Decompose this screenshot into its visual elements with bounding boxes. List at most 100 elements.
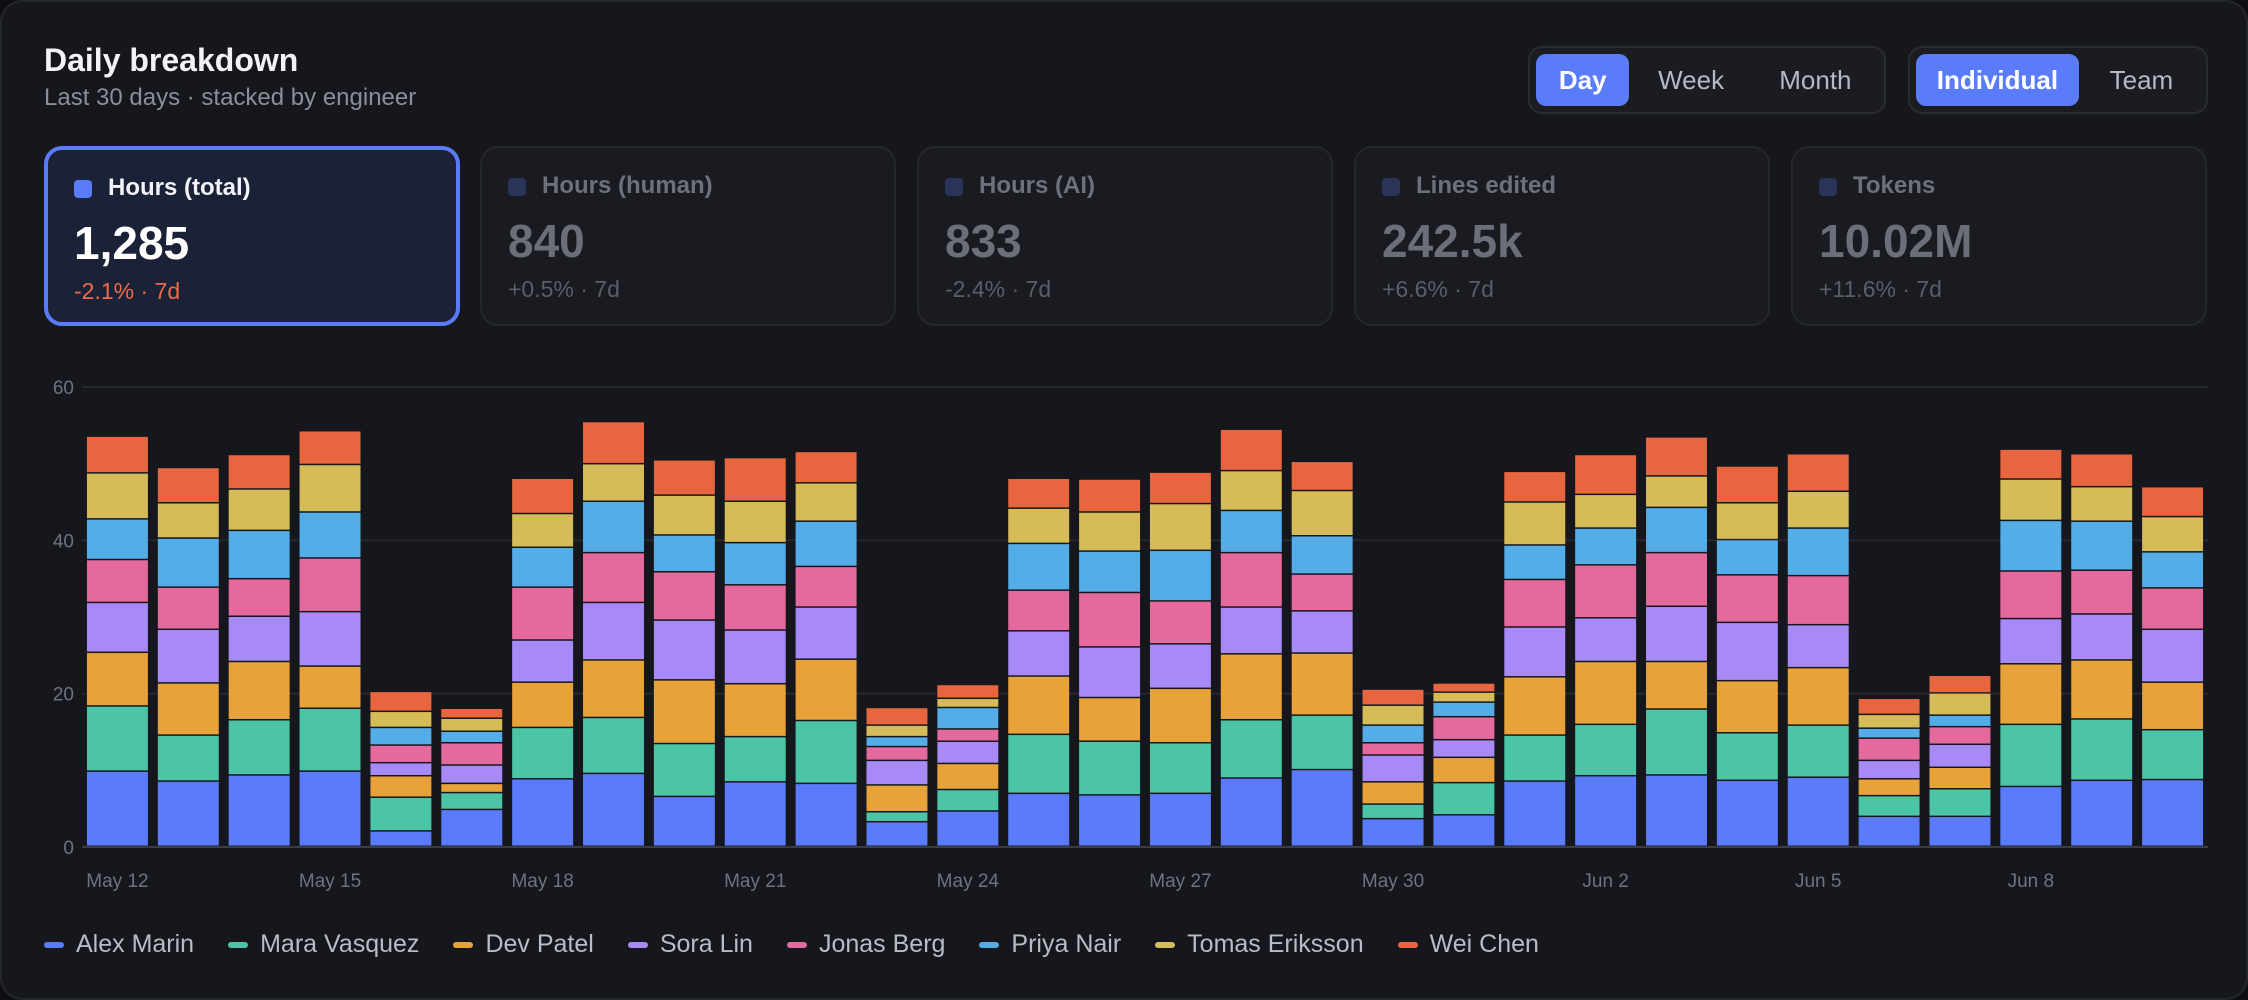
series-swatch-icon — [945, 178, 963, 196]
bar-segment — [157, 735, 219, 781]
bar-segment — [512, 682, 574, 727]
metric-card-lines-edited[interactable]: Lines edited 242.5k +6.6% · 7d — [1354, 146, 1770, 326]
bar-segment — [653, 495, 715, 535]
bar-segment — [2071, 614, 2133, 660]
legend-item[interactable]: Alex Marin — [44, 930, 194, 959]
bar-segment — [1858, 715, 1920, 728]
bar-segment — [583, 422, 644, 463]
legend-item[interactable]: Wei Chen — [1397, 930, 1539, 959]
bar-segment — [653, 744, 715, 796]
bar-segment — [370, 712, 432, 727]
legend-item[interactable]: Jonas Berg — [786, 930, 945, 959]
legend-item[interactable]: Mara Vasquez — [228, 930, 419, 959]
bar-segment — [1646, 476, 1707, 507]
bar-segment — [1504, 502, 1566, 545]
period-day-button[interactable]: Day — [1536, 54, 1630, 106]
x-tick-label: May 30 — [1362, 871, 1424, 892]
bar-segment — [1929, 693, 1991, 715]
bar-segment — [1008, 508, 1070, 543]
bar-segment — [370, 763, 432, 775]
bar-segment — [937, 764, 999, 789]
bar-segment — [1008, 794, 1070, 846]
metric-card-hours-ai[interactable]: Hours (AI) 833 -2.4% · 7d — [917, 146, 1333, 326]
bar-segment — [1291, 611, 1353, 653]
x-tick-label: May 18 — [511, 871, 573, 892]
bar-segment — [1220, 429, 1282, 470]
bar-segment — [1504, 677, 1566, 735]
bar-segment — [1291, 715, 1353, 769]
bar-segment — [1079, 647, 1141, 697]
bar-segment — [1787, 778, 1849, 846]
bar-segment — [795, 659, 857, 720]
bar-segment — [1787, 625, 1849, 667]
bar-segment — [795, 567, 857, 607]
bar-segment — [1575, 725, 1637, 775]
metric-card-hours-human[interactable]: Hours (human) 840 +0.5% · 7d — [480, 146, 896, 326]
bar-segment — [512, 548, 574, 587]
bar-segment — [2142, 588, 2204, 629]
bar-segment — [1079, 741, 1141, 795]
period-week-button[interactable]: Week — [1658, 64, 1725, 95]
bar-segment — [724, 684, 786, 736]
bar-segment — [441, 793, 503, 809]
metric-value: 242.5k — [1382, 215, 1523, 267]
legend-item[interactable]: Priya Nair — [979, 930, 1121, 959]
bar-segment — [1220, 553, 1282, 607]
bar-segment — [1008, 544, 1070, 590]
bar-segment — [157, 538, 219, 587]
metric-label: Hours (human) — [542, 172, 713, 199]
bar-segment — [86, 771, 148, 846]
legend-item[interactable]: Tomas Eriksson — [1155, 930, 1364, 959]
metric-card-hours-total[interactable]: Hours (total) 1,285 -2.1% · 7d — [44, 146, 460, 326]
bar-segment — [1858, 738, 1920, 760]
bar-segment — [1929, 789, 1991, 816]
x-tick-label: May 12 — [86, 871, 148, 892]
bar-segment — [228, 455, 290, 489]
bar-segment — [866, 785, 928, 811]
bar-segment — [583, 553, 644, 602]
bar-segment — [795, 721, 857, 783]
bar-segment — [1220, 471, 1282, 510]
metric-card-tokens[interactable]: Tokens 10.02M +11.6% · 7d — [1791, 146, 2207, 326]
legend-swatch-icon — [44, 941, 64, 948]
bar-segment — [299, 666, 361, 708]
y-tick-label: 0 — [63, 838, 74, 859]
bar-segment — [1858, 699, 1920, 714]
series-swatch-icon — [1819, 178, 1837, 196]
legend-label: Mara Vasquez — [260, 930, 420, 958]
bar-segment — [866, 747, 928, 760]
bar-segment — [512, 514, 574, 547]
metric-label: Tokens — [1853, 172, 1936, 199]
bar-segment — [1433, 683, 1495, 692]
view-team-button[interactable]: Team — [2109, 64, 2174, 95]
x-tick-label: May 21 — [724, 871, 786, 892]
bar-segment — [299, 465, 361, 512]
period-month-button[interactable]: Month — [1779, 64, 1852, 95]
bar-segment — [653, 620, 715, 680]
bar-segment — [1646, 662, 1707, 709]
bar-segment — [724, 630, 786, 683]
legend-item[interactable]: Dev Patel — [453, 930, 594, 959]
bar-segment — [1716, 575, 1778, 622]
bar-segment — [370, 745, 432, 762]
bar-segment — [1433, 815, 1495, 846]
bar-segment — [299, 612, 361, 666]
bar-segment — [1716, 623, 1778, 680]
legend-item[interactable]: Sora Lin — [627, 930, 753, 959]
legend-label: Dev Patel — [485, 930, 594, 958]
bar-segment — [2071, 487, 2133, 521]
bar-segment — [583, 774, 644, 846]
bar-segment — [299, 431, 361, 464]
view-individual-button[interactable]: Individual — [1916, 54, 2079, 106]
bar-segment — [1362, 804, 1424, 818]
bar-segment — [441, 743, 503, 765]
legend-label: Wei Chen — [1429, 930, 1539, 958]
metric-cards: Hours (total) 1,285 -2.1% · 7d Hours (hu… — [44, 146, 2208, 326]
bar-segment — [1079, 795, 1141, 846]
bar-segment — [866, 708, 928, 725]
bar-segment — [512, 728, 574, 779]
bar-segment — [1362, 782, 1424, 804]
bar-segment — [370, 831, 432, 846]
bar-segment — [866, 822, 928, 846]
legend-swatch-icon — [979, 941, 1000, 948]
